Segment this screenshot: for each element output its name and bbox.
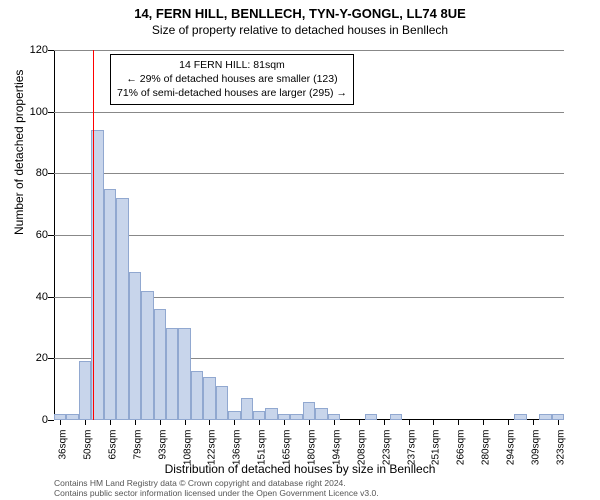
histogram-bar [265,408,277,420]
histogram-bar [178,328,190,421]
gridline [54,50,564,51]
histogram-bar [303,402,315,421]
x-tick [234,420,235,425]
y-tick [48,235,54,236]
x-tick-label: 36sqm [58,430,69,460]
info-box: 14 FERN HILL: 81sqm← 29% of detached hou… [110,54,354,105]
footer-attribution: Contains HM Land Registry data © Crown c… [54,478,379,498]
x-tick [409,420,410,425]
x-tick-label: 208sqm [356,430,367,466]
x-tick-label: 165sqm [282,430,293,466]
x-tick [384,420,385,425]
x-tick [533,420,534,425]
reference-line [93,50,94,420]
histogram-bar [141,291,153,421]
histogram-bar [166,328,178,421]
x-tick [160,420,161,425]
y-tick [48,420,54,421]
x-tick-label: 194sqm [331,430,342,466]
y-axis-label: Number of detached properties [12,70,26,235]
y-tick-label: 20 [20,352,48,364]
y-tick-label: 120 [20,44,48,56]
x-tick-label: 251sqm [431,430,442,466]
y-tick-label: 100 [20,106,48,118]
histogram-bar [390,414,402,420]
x-tick [60,420,61,425]
x-tick-label: 266sqm [456,430,467,466]
x-tick-label: 294sqm [506,430,517,466]
x-tick [458,420,459,425]
histogram-bar [315,408,327,420]
footer-line-2: Contains public sector information licen… [54,488,379,498]
x-tick [110,420,111,425]
x-tick-label: 280sqm [481,430,492,466]
info-line-3: 71% of semi-detached houses are larger (… [117,86,347,100]
histogram-bar [129,272,141,420]
x-tick-label: 237sqm [406,430,417,466]
histogram-bar [191,371,203,420]
x-axis-label: Distribution of detached houses by size … [0,462,600,476]
histogram-bar [79,361,91,420]
page-title: 14, FERN HILL, BENLLECH, TYN-Y-GONGL, LL… [0,6,600,21]
histogram-bar [539,414,551,420]
histogram-bar [104,189,116,420]
y-tick-label: 80 [20,167,48,179]
gridline [54,173,564,174]
histogram-bar [365,414,377,420]
x-tick [309,420,310,425]
x-tick-label: 108sqm [182,430,193,466]
histogram-bar [514,414,526,420]
histogram-bar [154,309,166,420]
x-tick-label: 122sqm [207,430,218,466]
x-tick-label: 136sqm [232,430,243,466]
y-tick-label: 0 [20,414,48,426]
histogram-bar [241,398,253,420]
footer-line-1: Contains HM Land Registry data © Crown c… [54,478,379,488]
y-tick-label: 60 [20,229,48,241]
histogram-bar [216,386,228,420]
page-subtitle: Size of property relative to detached ho… [0,23,600,37]
info-line-1: 14 FERN HILL: 81sqm [117,58,347,72]
x-tick [558,420,559,425]
x-tick [334,420,335,425]
x-tick [209,420,210,425]
x-tick [259,420,260,425]
x-tick-label: 50sqm [83,430,94,460]
y-tick [48,358,54,359]
plot-area: 02040608010012036sqm50sqm65sqm79sqm93sqm… [54,50,564,420]
gridline [54,235,564,236]
x-tick-label: 65sqm [107,430,118,460]
y-tick [48,50,54,51]
x-tick-label: 309sqm [530,430,541,466]
gridline [54,112,564,113]
histogram-bar [116,198,128,420]
x-tick [508,420,509,425]
info-line-2: ← 29% of detached houses are smaller (12… [117,72,347,86]
histogram-bar [290,414,302,420]
x-tick [185,420,186,425]
x-tick [85,420,86,425]
histogram-bar [228,411,240,420]
y-tick [48,112,54,113]
x-tick [284,420,285,425]
x-tick [359,420,360,425]
histogram-bar [203,377,215,420]
x-tick [135,420,136,425]
x-tick-label: 323sqm [555,430,566,466]
x-tick [483,420,484,425]
y-tick [48,297,54,298]
x-tick-label: 79sqm [132,430,143,460]
y-tick-label: 40 [20,291,48,303]
x-tick-label: 93sqm [157,430,168,460]
x-tick-label: 223sqm [381,430,392,466]
y-tick [48,173,54,174]
histogram-bar [253,411,265,420]
x-tick-label: 151sqm [257,430,268,466]
x-tick [433,420,434,425]
x-tick-label: 180sqm [307,430,318,466]
chart-area: 02040608010012036sqm50sqm65sqm79sqm93sqm… [54,50,564,420]
histogram-bar [66,414,78,420]
